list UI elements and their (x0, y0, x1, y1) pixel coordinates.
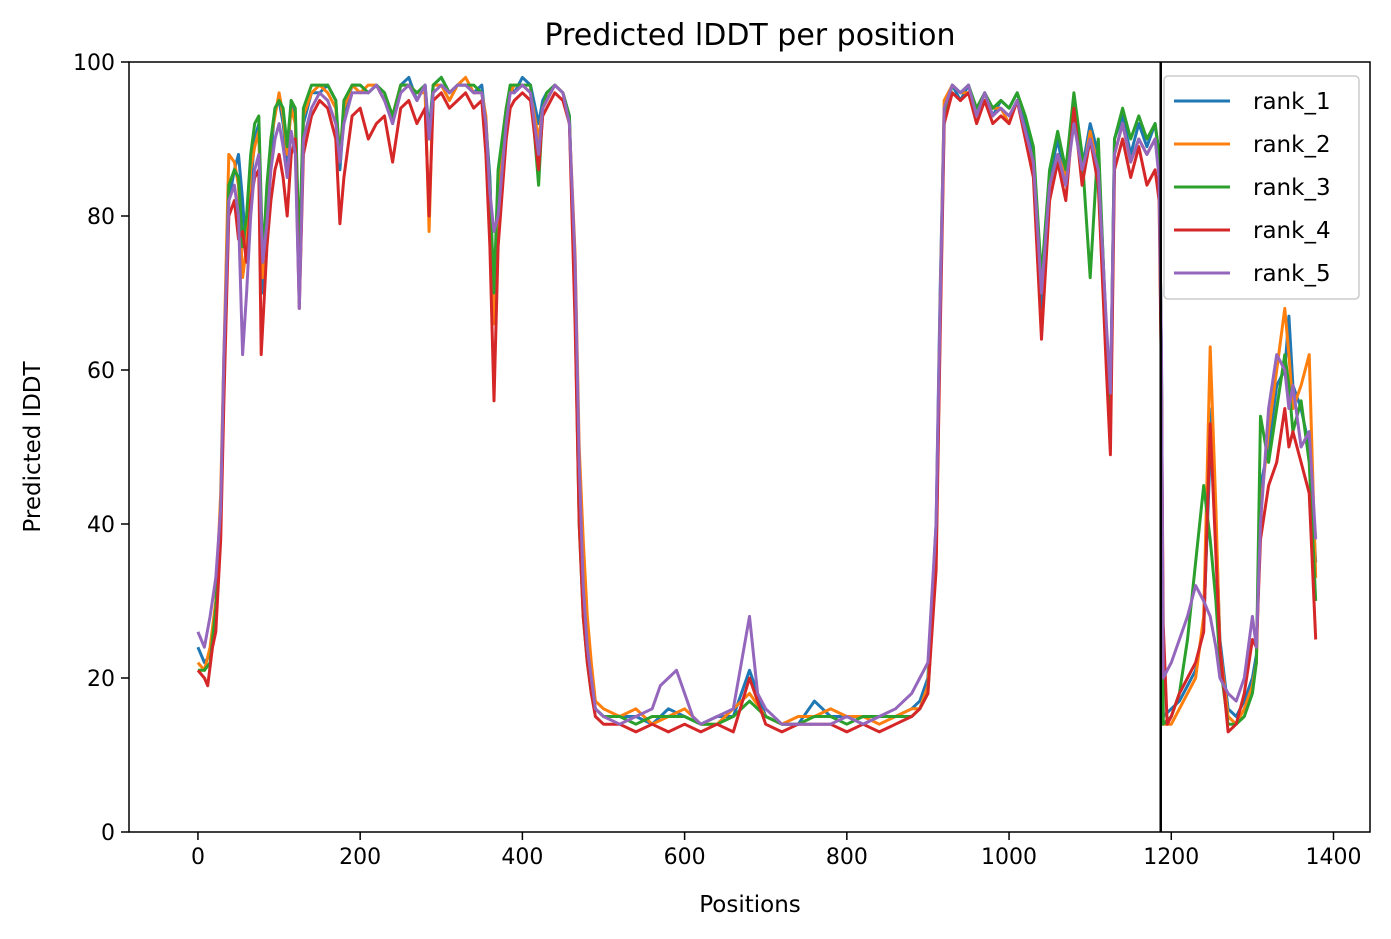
series-line-rank_3 (197, 75, 1318, 726)
x-axis-label: Positions (699, 892, 801, 918)
x-tick-label: 1200 (1143, 845, 1199, 870)
legend-box (1163, 75, 1360, 300)
series-line-rank_2 (196, 75, 1318, 726)
x-tick-label: 200 (339, 845, 381, 870)
y-axis-label: Predicted lDDT (20, 360, 46, 532)
chart-title: Predicted lDDT per position (545, 18, 956, 53)
x-tick-label: 0 (191, 845, 205, 870)
y-tick-label: 0 (101, 821, 115, 846)
y-tick-label: 80 (87, 205, 115, 230)
legend: rank_1 rank_2 rank_3 rank_4 rank_5 (1163, 75, 1360, 300)
plot-frame (128, 61, 1371, 833)
legend-label-rank_5: rank_5 (1253, 261, 1331, 287)
legend-label-rank_4: rank_4 (1253, 218, 1331, 244)
series-layer (196, 75, 1318, 734)
y-tick-label: 60 (87, 359, 115, 384)
x-tick-label: 1400 (1306, 845, 1362, 870)
x-axis-ticks: 0 200 400 600 800 1000 1200 1400 (191, 832, 1362, 870)
x-tick-label: 800 (826, 845, 868, 870)
x-tick-label: 1000 (981, 845, 1037, 870)
x-tick-label: 400 (501, 845, 543, 870)
legend-label-rank_2: rank_2 (1253, 132, 1331, 158)
legend-label-rank_1: rank_1 (1253, 89, 1331, 115)
x-tick-label: 600 (664, 845, 706, 870)
series-line-rank_1 (196, 75, 1318, 726)
series-line-rank_5 (196, 83, 1318, 726)
legend-label-rank_3: rank_3 (1253, 175, 1331, 201)
y-tick-label: 100 (73, 51, 115, 76)
y-axis-ticks: 0 20 40 60 80 100 (73, 51, 129, 846)
series-line-rank_4 (196, 91, 1318, 734)
y-tick-label: 20 (87, 667, 115, 692)
y-tick-label: 40 (87, 513, 115, 538)
